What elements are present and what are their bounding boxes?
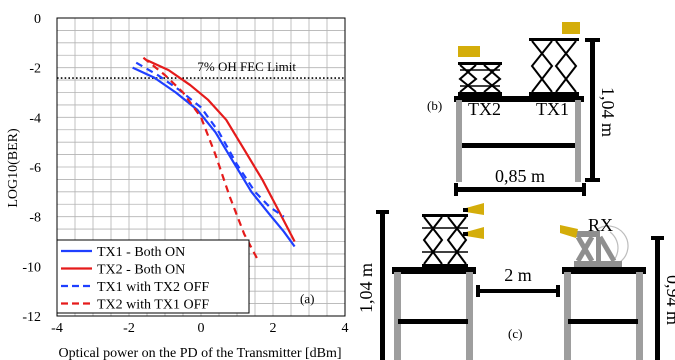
tx1-head-icon	[562, 22, 580, 34]
series-line-3	[135, 61, 285, 218]
distance-dimension-bar	[478, 289, 558, 293]
setup-diagram-b: TX2 TX1 (b) 1,04 m 0,85 m	[427, 22, 618, 196]
x-tick-label: -2	[123, 321, 135, 336]
width-dimension-bar-b	[456, 187, 584, 192]
rx-label: RX	[588, 215, 613, 235]
tx2-head-icon	[458, 46, 480, 57]
y-tick-label: 0	[34, 12, 41, 27]
series-layer	[132, 56, 296, 262]
legend-label: TX2 with TX1 OFF	[97, 298, 209, 313]
panel-label-b: (b)	[427, 98, 442, 113]
mid-beam-b	[462, 143, 575, 148]
chart-grid	[56, 17, 346, 317]
panel-label-c: (c)	[508, 326, 522, 341]
y-axis-ticks: 0 -2 -4 -6 -8 -10 -12	[22, 12, 41, 325]
x-tick-label: -4	[51, 321, 63, 336]
legend-label: TX1 with TX2 OFF	[97, 280, 209, 295]
tx-head-lower-icon	[466, 227, 484, 239]
x-axis-ticks: -4 -2 0 2 4	[51, 321, 348, 336]
left-table-top	[392, 267, 476, 274]
height-label-b: 1,04 m	[598, 87, 618, 137]
right-table-top	[562, 267, 646, 274]
y-tick-label: -4	[29, 111, 41, 126]
x-tick-label: 4	[342, 321, 349, 336]
x-tick-label: 2	[270, 321, 277, 336]
plot-frame	[56, 17, 346, 317]
x-tick-label: 0	[198, 321, 205, 336]
y-tick-label: -2	[29, 62, 41, 77]
height-label-c-right: 0,94 m	[663, 275, 675, 325]
tx2-label: TX2	[468, 99, 501, 119]
right-leg-b	[575, 100, 581, 182]
rx-mount	[560, 225, 629, 267]
distance-label-c: 2 m	[504, 265, 532, 285]
y-tick-label: -12	[22, 310, 41, 325]
fec-limit-label: 7% OH FEC Limit	[197, 59, 296, 74]
tx-mount-c	[422, 203, 484, 267]
tx2-mount	[458, 46, 502, 96]
legend-items: TX1 - Both ON TX2 - Both ON TX1 with TX2 O…	[61, 245, 209, 313]
left-leg-b	[456, 100, 462, 182]
legend-label: TX2 - Both ON	[97, 263, 185, 278]
height-label-c-left: 1,04 m	[356, 263, 376, 313]
height-dimension-bar-c-right	[655, 238, 660, 360]
top-beam-b	[454, 96, 584, 102]
panel-label-a: (a)	[300, 291, 314, 306]
legend-box	[56, 239, 250, 314]
y-tick-label: -6	[29, 161, 41, 176]
legend-label: TX1 - Both ON	[97, 245, 185, 260]
width-label-b: 0,85 m	[495, 166, 545, 186]
series-line-1	[132, 66, 296, 248]
series-line-2	[146, 59, 296, 243]
rx-head-icon	[560, 225, 578, 238]
height-dimension-bar-c-left	[380, 212, 385, 360]
height-dimension-bar-b	[590, 40, 595, 180]
tx1-mount	[529, 22, 580, 96]
y-axis-label: LOG10(BER)	[6, 128, 21, 208]
ber-chart: 7% OH FEC Limit -4 -2 0 2 4 0-2-4-6-8-10-12 …	[6, 12, 349, 360]
y-tick-label: -10	[22, 260, 41, 275]
setup-diagram-c: 1,04 m 2 m (c)	[356, 203, 675, 360]
x-axis-label: Optical power on the PD of the Transmitt…	[58, 346, 341, 360]
y-tick-label: -8	[29, 211, 41, 226]
chart-legend: TX1 - Both ON TX2 - Both ON TX1 with TX2 O…	[56, 239, 250, 314]
tx-head-upper-icon	[466, 203, 484, 215]
tx1-label: TX1	[536, 99, 569, 119]
